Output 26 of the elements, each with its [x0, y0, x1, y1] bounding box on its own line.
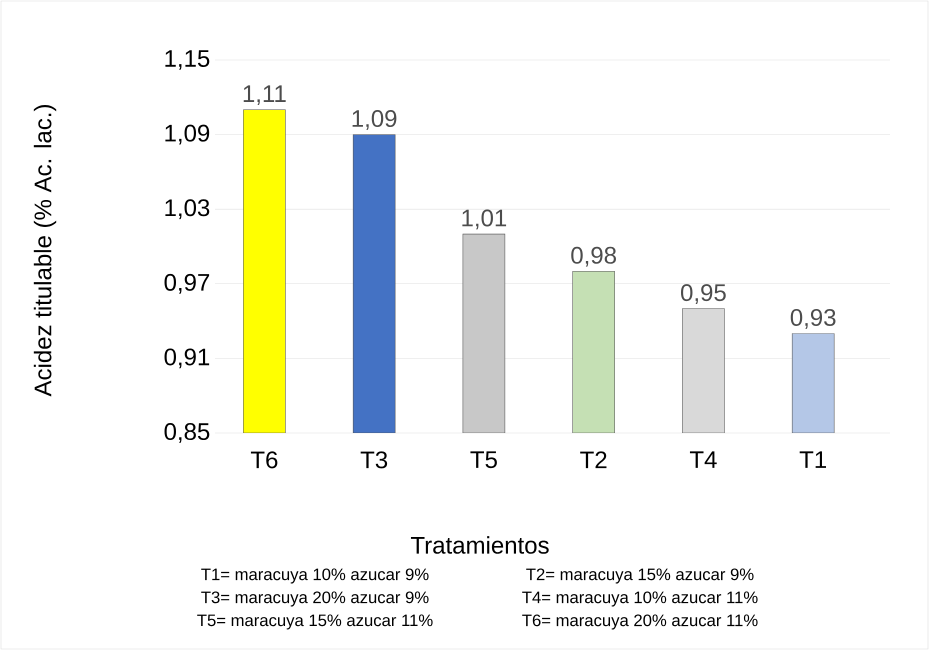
text: T1= maracuya 10% azucar 9% [201, 568, 429, 584]
x-tick-label: T3 [360, 451, 388, 468]
data-label: 1,09 [352, 110, 396, 130]
x-tick-label: T4 [690, 451, 717, 468]
data-label: 1,01 [462, 210, 506, 230]
y-tick-label: 1,15 [165, 50, 210, 70]
text: T5= maracuya 15% azucar 11% [197, 614, 433, 630]
text: T6= maracuya 20% azucar 11% [522, 614, 758, 630]
y-axis-title: Acidez titulable (% Ac. lac.) [34, 105, 56, 396]
data-label: 0,93 [790, 308, 836, 329]
y-tick-label: 0,97 [164, 274, 210, 294]
x-tick-label: T6 [250, 451, 278, 468]
text: T4= maracuya 10% azucar 11% [522, 591, 758, 607]
text: T3= maracuya 20% azucar 9% [201, 591, 429, 607]
y-tick-label: 1,09 [165, 124, 210, 145]
x-axis-title: Tratamientos [410, 536, 549, 554]
y-tick-label: 0,85 [164, 423, 210, 443]
y-tick-label: 0,91 [164, 348, 210, 368]
y-tick-label: 1,03 [165, 199, 210, 220]
data-label: 1,11 [244, 85, 286, 106]
data-label: 0,98 [571, 246, 616, 267]
text: T2= maracuya 15% azucar 9% [526, 568, 754, 584]
data-label: 0,95 [681, 284, 726, 304]
x-tick-label: T2 [580, 451, 606, 468]
x-tick-label: T1 [800, 451, 826, 468]
x-tick-label: T5 [470, 451, 497, 468]
